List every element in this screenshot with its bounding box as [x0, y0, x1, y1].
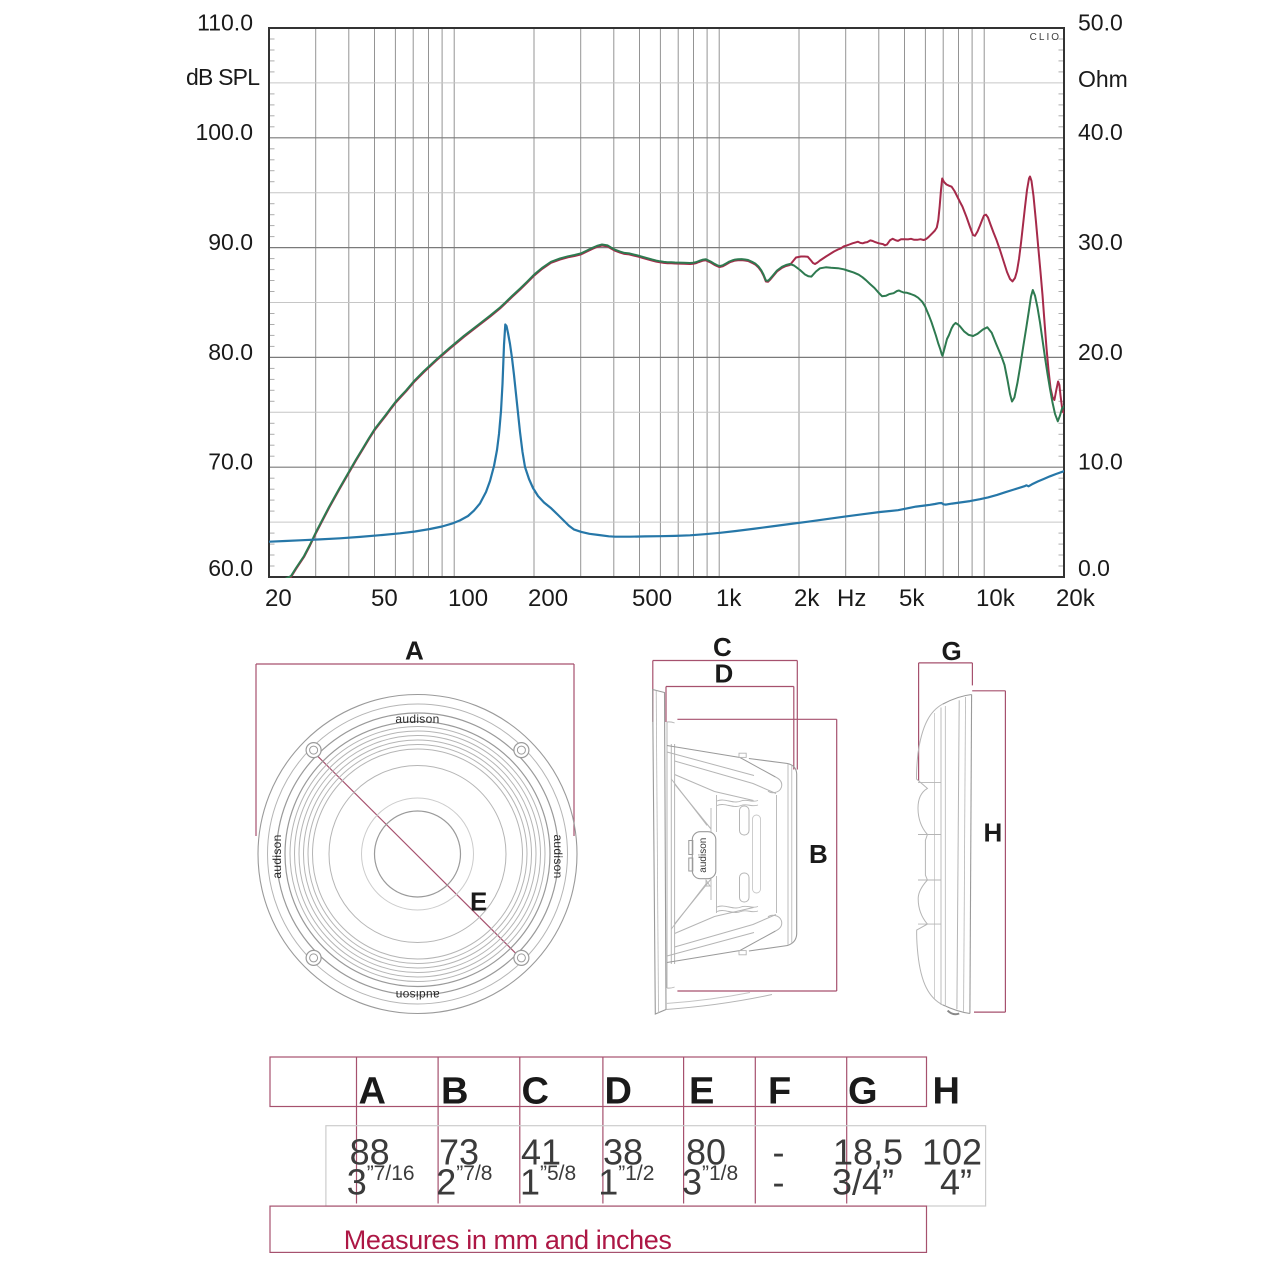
svg-text:audison: audison [698, 838, 709, 873]
svg-text:102: 102 [922, 1132, 982, 1173]
svg-text:80: 80 [686, 1132, 726, 1173]
svg-text:B: B [809, 839, 828, 869]
svg-text:”5/8: ”5/8 [540, 1162, 576, 1185]
svg-text:F: F [768, 1071, 791, 1113]
svg-text:A: A [405, 636, 424, 666]
svg-text:41: 41 [521, 1132, 561, 1173]
svg-text:5k: 5k [899, 585, 925, 612]
svg-text:80.0: 80.0 [208, 339, 253, 365]
svg-text:20k: 20k [1056, 585, 1096, 612]
svg-text:1: 1 [520, 1162, 540, 1203]
svg-text:3/4”: 3/4” [832, 1162, 894, 1203]
svg-text:”1/8: ”1/8 [702, 1162, 738, 1185]
svg-text:2: 2 [436, 1162, 456, 1203]
svg-text:30.0: 30.0 [1078, 229, 1123, 255]
svg-text:Hz: Hz [837, 585, 866, 612]
svg-text:dB SPL: dB SPL [186, 64, 260, 90]
svg-text:110.0: 110.0 [197, 9, 253, 35]
svg-text:Measures in mm and inches: Measures in mm and inches [344, 1225, 672, 1255]
svg-text:50.0: 50.0 [1078, 9, 1123, 35]
svg-text:90.0: 90.0 [208, 229, 253, 255]
svg-text:0.0: 0.0 [1078, 555, 1110, 581]
svg-text:G: G [942, 636, 962, 666]
svg-text:70.0: 70.0 [208, 449, 253, 475]
svg-text:CLIO: CLIO [1030, 32, 1061, 43]
svg-text:20: 20 [265, 585, 292, 612]
svg-text:G: G [848, 1071, 878, 1113]
svg-text:”1/2: ”1/2 [618, 1162, 654, 1185]
svg-text:-: - [773, 1162, 785, 1203]
svg-text:audison: audison [395, 988, 439, 1002]
svg-text:200: 200 [528, 585, 568, 612]
svg-text:10k: 10k [976, 585, 1016, 612]
svg-text:100.0: 100.0 [195, 119, 253, 145]
svg-text:20.0: 20.0 [1078, 339, 1123, 365]
svg-text:73: 73 [439, 1132, 479, 1173]
svg-text:40.0: 40.0 [1078, 119, 1123, 145]
svg-text:H: H [933, 1071, 960, 1113]
svg-text:D: D [715, 659, 734, 689]
svg-text:2k: 2k [794, 585, 820, 612]
svg-text:88: 88 [350, 1132, 390, 1173]
svg-text:B: B [441, 1071, 468, 1113]
svg-text:”7/16: ”7/16 [367, 1162, 415, 1185]
svg-text:4”: 4” [940, 1162, 972, 1203]
svg-text:”7/8: ”7/8 [456, 1162, 492, 1185]
svg-text:audison: audison [551, 834, 565, 878]
svg-text:C: C [522, 1071, 549, 1113]
svg-text:audison: audison [270, 834, 284, 878]
svg-text:E: E [689, 1071, 714, 1113]
svg-text:audison: audison [395, 712, 439, 726]
svg-text:18,5: 18,5 [833, 1132, 903, 1173]
svg-text:100: 100 [448, 585, 488, 612]
svg-text:38: 38 [603, 1132, 643, 1173]
svg-text:H: H [984, 818, 1003, 848]
svg-text:10.0: 10.0 [1078, 449, 1123, 475]
svg-text:E: E [470, 887, 487, 917]
svg-text:1: 1 [598, 1162, 618, 1203]
svg-text:C: C [713, 632, 732, 662]
svg-text:A: A [359, 1071, 386, 1113]
svg-text:-: - [773, 1132, 785, 1173]
svg-text:Ohm: Ohm [1078, 66, 1128, 92]
svg-text:60.0: 60.0 [208, 555, 253, 581]
svg-text:1k: 1k [716, 585, 742, 612]
svg-text:D: D [605, 1071, 632, 1113]
svg-text:500: 500 [632, 585, 672, 612]
svg-text:3: 3 [682, 1162, 702, 1203]
svg-text:50: 50 [371, 585, 398, 612]
svg-text:3: 3 [347, 1162, 367, 1203]
